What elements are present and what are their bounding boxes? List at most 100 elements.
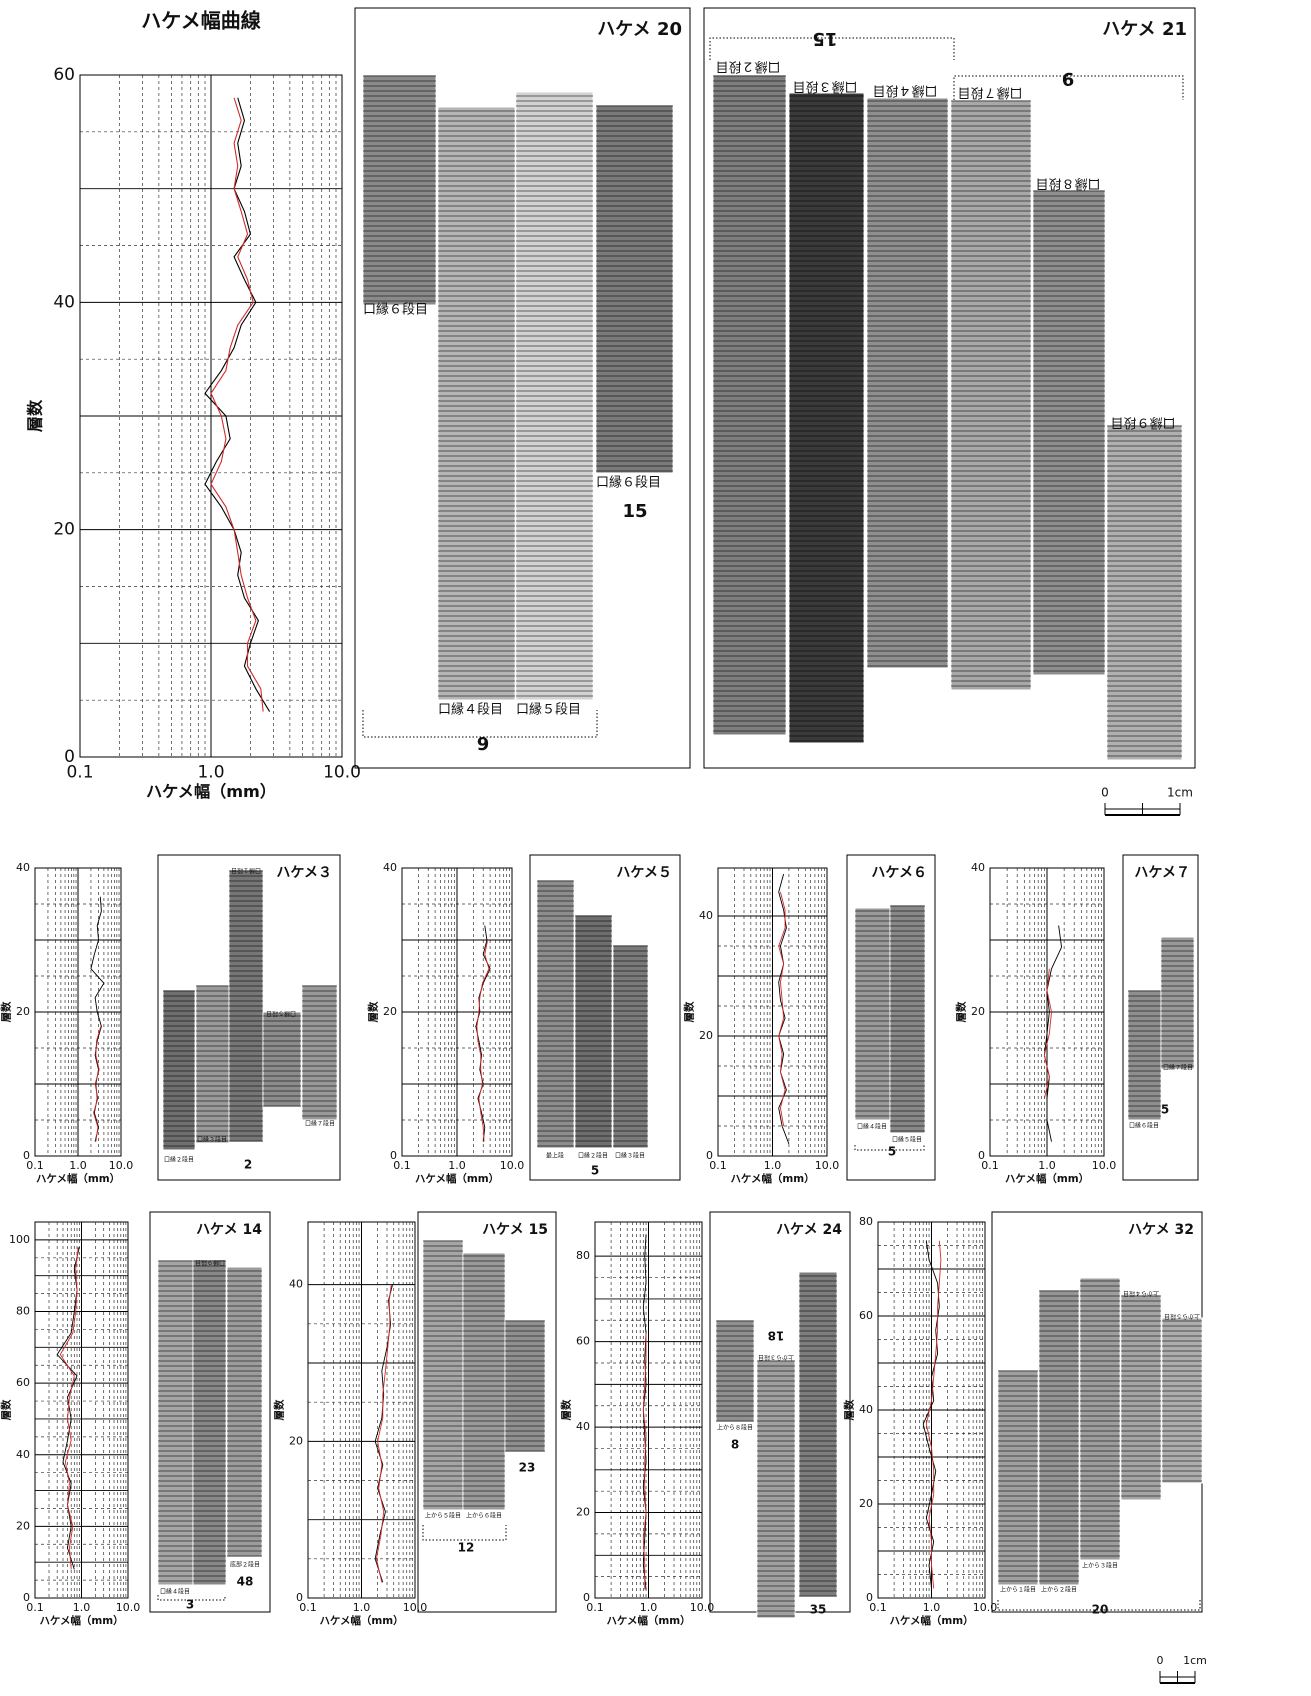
photo-texture [537,880,574,1148]
strip-label: 底部２段目 [230,1561,260,1569]
scale-unit: 1cm [1167,786,1193,800]
strip-label: 上から３段目 [758,1354,794,1362]
photo-texture [263,1012,301,1107]
strip-label: 上から５段目 [1164,1313,1200,1321]
y-tick-label: 40 [16,1448,30,1461]
count-label: 48 [237,1575,254,1589]
count-label: 18 [768,1329,785,1343]
panel-frame [703,7,1196,769]
y-axis-label: 層数 [366,1001,379,1022]
photo-texture [613,945,648,1148]
photo-texture [1121,1295,1161,1500]
x-tick-label: 10.0 [109,1159,134,1172]
strip-label: 口縁５段目 [516,702,581,718]
chart-title: ハケメ幅曲線 [141,9,260,33]
data-line [90,896,105,1142]
x-tick-label: 1.0 [1038,1159,1056,1172]
count-label: 5 [591,1164,599,1178]
x-axis-label: ハケメ幅（mm） [39,1614,123,1627]
x-axis-label: ハケメ幅（mm） [889,1614,973,1627]
strip-label: 口縁７段目 [1163,1064,1193,1072]
count-label: 8 [731,1438,739,1452]
photo-texture [1107,425,1182,760]
photo-texture [867,98,948,668]
x-tick-label: 1.0 [923,1601,941,1614]
panel-title: ハケメ７ [1134,865,1190,881]
y-axis-label: 層数 [559,1399,572,1420]
y-tick-label: 20 [16,1005,30,1018]
count-label: 20 [1092,1603,1109,1617]
y-tick-label: 40 [383,861,397,874]
photo-texture [505,1320,545,1452]
photo-texture [713,75,786,735]
data-line [925,1240,942,1589]
strip-label: 口縁２段目 [715,59,780,75]
strip-label: 口縁５段目 [266,1010,296,1018]
bracket [854,1145,925,1151]
data-line [93,1026,102,1142]
strip-label: 上から３段目 [1082,1562,1118,1570]
panel-title: ハケメ 20 [597,19,682,40]
photo-texture [789,93,864,743]
x-tick-label: 10.0 [323,762,361,782]
data-line [476,939,490,1142]
count-label: 15 [622,501,647,522]
y-axis-label: 層数 [0,1399,12,1420]
y-tick-label: 20 [971,1005,985,1018]
x-tick-label: 0.1 [299,1601,317,1614]
x-axis-label: ハケメ幅（mm） [730,1172,814,1185]
x-tick-label: 0.1 [586,1601,604,1614]
strip-label: 口縁２段目 [578,1152,608,1160]
y-tick-label: 60 [576,1335,590,1348]
x-axis-label: ハケメ幅（mm） [415,1172,499,1185]
photo-texture [196,985,229,1143]
count-label: 5 [1161,1103,1169,1117]
x-axis-label: ハケメ幅（mm） [146,782,276,801]
count-label: 9 [1062,68,1075,89]
y-tick-label: 0 [23,1149,30,1162]
x-axis-label: ハケメ幅（mm） [319,1614,403,1627]
photo-texture [229,870,263,1142]
photo-texture [516,92,593,700]
data-line [56,1246,80,1570]
photo-texture [193,1260,226,1585]
photo-texture [1162,1318,1202,1483]
panel-frame [354,7,691,769]
photo-texture [1128,990,1161,1120]
strip-label: 上から４段目 [1123,1290,1159,1298]
y-tick-label: 0 [64,747,75,767]
photo-texture [1039,1290,1079,1585]
strip-label: 口縁４段目 [872,83,937,99]
panel-title: ハケメ 21 [1102,19,1187,40]
x-tick-label: 0.1 [26,1159,44,1172]
bracket [709,37,955,60]
strip-label: 口縁６段目 [596,475,661,491]
y-tick-label: 40 [16,861,30,874]
strip-label: 口縁３段目 [615,1152,645,1160]
photo-texture [302,985,337,1120]
data-line [375,1284,392,1583]
bracket [362,710,598,738]
y-axis-label: 層数 [954,1001,967,1022]
strip-label: 口縁３段目 [792,79,857,95]
panel-frame [846,854,936,1181]
y-tick-label: 0 [23,1591,30,1604]
x-tick-label: 0.1 [869,1601,887,1614]
y-tick-label: 80 [859,1215,873,1228]
y-axis-label: 層数 [842,1399,855,1420]
panel-title: ハケメ３ [276,865,332,881]
data-line [778,873,790,1145]
strip-label: 上から８段目 [717,1424,753,1432]
panel-title: ハケメ６ [871,865,927,881]
y-tick-label: 80 [16,1305,30,1318]
panel-frame [1122,854,1199,1181]
y-axis-label: 層数 [25,399,44,432]
strip-label: 口縁８段目 [1035,176,1100,192]
panel-title: ハケメ 14 [196,1222,262,1238]
strip-label: 口縁７段目 [305,1120,335,1128]
strip-label: 口縁６段目 [1129,1122,1159,1130]
y-tick-label: 20 [53,520,75,540]
y-tick-label: 20 [859,1497,873,1510]
count-label: 12 [458,1541,475,1555]
x-tick-label: 10.0 [1092,1159,1117,1172]
